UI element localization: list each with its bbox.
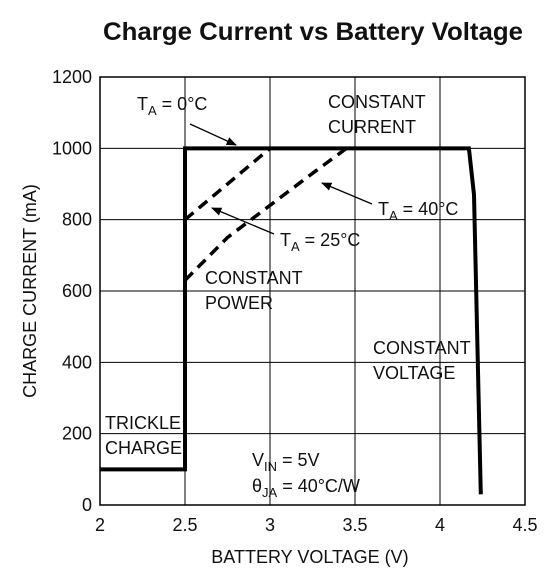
annotation: TA = 40°C — [378, 199, 458, 223]
region-label: POWER — [205, 293, 273, 313]
y-tick-label: 400 — [62, 352, 92, 372]
annotation-text: = 40°C/W — [277, 476, 360, 496]
y-tick-label: 0 — [82, 495, 92, 515]
plot-frame — [99, 76, 526, 506]
annotation-subscript: A — [148, 103, 157, 118]
annotation: TA = 0°C — [137, 94, 207, 118]
region-label: CONSTANT — [373, 338, 471, 358]
region-label: TRICKLE — [105, 413, 181, 433]
region-label: CHARGE — [105, 438, 182, 458]
series-line — [183, 146, 272, 222]
arrow — [189, 123, 237, 146]
x-tick-label: 3 — [265, 515, 275, 535]
x-tick-label: 3.5 — [342, 515, 367, 535]
x-tick-label: 2.5 — [172, 515, 197, 535]
annotation-symbol: T — [378, 199, 389, 219]
annotation-subscript: A — [389, 208, 398, 223]
y-tick-label: 600 — [62, 281, 92, 301]
annotation-text: = 0°C — [157, 94, 208, 114]
annotation-symbol: T — [280, 230, 291, 250]
annotation: TA = 25°C — [280, 230, 360, 254]
annotation-symbol: V — [252, 450, 264, 470]
annotation: θJA = 40°C/W — [252, 476, 360, 500]
y-tick-label: 1200 — [52, 67, 92, 87]
annotation-symbol: θ — [252, 476, 262, 496]
arrow — [211, 207, 275, 235]
arrows — [189, 123, 373, 235]
series-line — [100, 146, 483, 495]
x-tick-label: 4.5 — [512, 515, 537, 535]
region-label: CONSTANT — [205, 268, 303, 288]
y-axis-label: CHARGE CURRENT (mA) — [20, 184, 40, 398]
chart-title: Charge Current vs Battery Voltage — [103, 18, 523, 46]
x-tick-label: 2 — [95, 515, 105, 535]
annotation-subscript: JA — [262, 485, 278, 500]
annotation-text: = 25°C — [300, 230, 361, 250]
y-tick-label: 800 — [62, 210, 92, 230]
annotation-subscript: A — [291, 239, 300, 254]
x-tick-label: 4 — [435, 515, 445, 535]
annotation-text: = 40°C — [398, 199, 459, 219]
series-line — [183, 146, 348, 282]
region-label: VOLTAGE — [373, 363, 455, 383]
y-tick-label: 200 — [62, 424, 92, 444]
region-label: CONSTANT — [328, 92, 426, 112]
annotation-symbol: T — [137, 94, 148, 114]
annotation-subscript: IN — [264, 459, 277, 474]
y-tick-label: 1000 — [52, 138, 92, 158]
annotation: VIN = 5V — [252, 450, 320, 474]
region-label: CURRENT — [328, 117, 416, 137]
annotation-text: = 5V — [277, 450, 320, 470]
arrow — [321, 182, 373, 205]
x-axis-label: BATTERY VOLTAGE (V) — [211, 547, 408, 567]
